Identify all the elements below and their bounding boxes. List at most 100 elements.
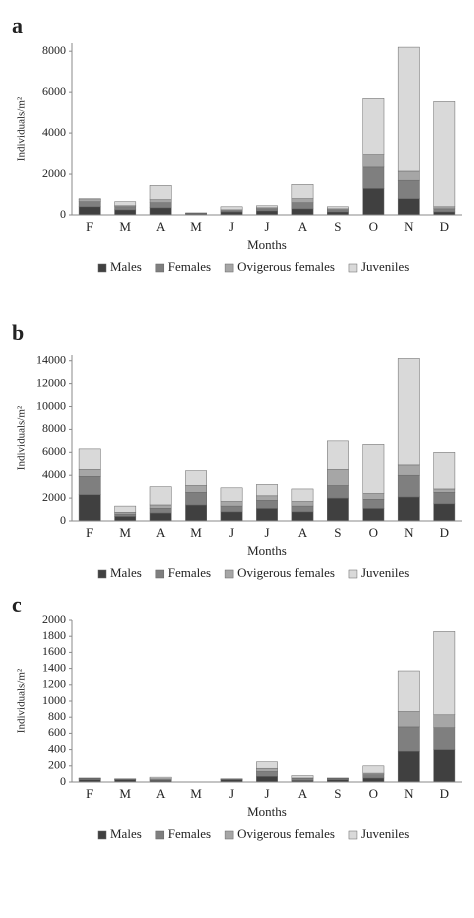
bar-segment [327, 469, 349, 486]
y-tick-label: 200 [48, 758, 66, 772]
bar-segment [433, 452, 456, 490]
legend-label: Females [168, 826, 211, 841]
bar-segment [291, 198, 314, 203]
y-tick-label: 600 [48, 725, 66, 739]
bar-segment [78, 469, 101, 477]
x-tick-label: S [334, 786, 341, 801]
bar-segment [433, 727, 456, 750]
bar-segment [433, 492, 456, 505]
legend-label: Ovigerous females [237, 826, 335, 841]
y-tick-label: 1000 [42, 693, 66, 707]
legend-swatch [97, 263, 107, 273]
bar-segment [397, 670, 420, 712]
bar-segment [78, 476, 101, 495]
y-tick-label: 0 [60, 774, 66, 788]
x-axis-label: Months [247, 237, 287, 252]
x-tick-label: A [298, 219, 308, 234]
x-tick-label: M [190, 525, 202, 540]
x-tick-label: A [298, 525, 308, 540]
bar-segment [291, 208, 314, 216]
bar-segment [78, 199, 101, 202]
legend-label: Juveniles [361, 259, 409, 274]
bar-segment [78, 201, 101, 208]
y-tick-label: 4000 [42, 467, 66, 481]
legend-swatch [224, 569, 234, 579]
x-tick-label: N [404, 786, 414, 801]
legend-label: Males [110, 259, 142, 274]
y-tick-label: 2000 [42, 612, 66, 626]
bar-segment [149, 508, 172, 514]
y-axis-label: Individuals/m² [16, 668, 28, 733]
legend-swatch [97, 830, 107, 840]
x-tick-label: S [334, 219, 341, 234]
legend-swatch [155, 569, 165, 579]
bar-segment [362, 98, 385, 155]
bar-segment [291, 505, 314, 513]
bar-segment [362, 508, 385, 522]
legend-label: Females [168, 565, 211, 580]
legend-swatch [97, 569, 107, 579]
bar-segment [149, 504, 172, 509]
x-tick-label: J [264, 786, 269, 801]
bar-segment [256, 767, 278, 772]
bar-segment [362, 188, 385, 216]
bar-segment [220, 511, 243, 522]
legend-swatch [224, 263, 234, 273]
x-tick-label: J [264, 525, 269, 540]
bar-segment [114, 209, 137, 216]
y-tick-label: 800 [48, 709, 66, 723]
bar-segment [114, 206, 137, 211]
x-tick-label: D [440, 525, 449, 540]
bar-segment [433, 631, 456, 716]
bar-segment [78, 494, 101, 522]
x-tick-label: A [156, 219, 166, 234]
x-tick-label: A [156, 525, 166, 540]
bar-segment [397, 46, 420, 172]
bar-segment [433, 503, 456, 522]
bar-segment [291, 184, 314, 199]
y-tick-label: 2000 [42, 490, 66, 504]
legend-label: Ovigerous females [237, 259, 335, 274]
y-tick-label: 0 [60, 207, 66, 221]
bar-segment [185, 470, 207, 486]
bar-segment [149, 185, 172, 200]
y-tick-label: 8000 [42, 421, 66, 435]
legend-label: Ovigerous females [237, 565, 335, 580]
bar-segment [291, 488, 314, 502]
bar-segment [362, 498, 385, 509]
bar-segment [397, 358, 420, 466]
bar-segment [433, 488, 456, 493]
legend-swatch [155, 263, 165, 273]
bar-segment [149, 199, 172, 203]
bar-segment [433, 749, 456, 783]
bar-segment [397, 464, 420, 476]
bar-segment [256, 761, 278, 769]
bar-segment [433, 714, 456, 728]
x-tick-label: J [229, 219, 234, 234]
legend-label: Juveniles [361, 565, 409, 580]
y-tick-label: 1200 [42, 677, 66, 691]
bar-segment [327, 206, 349, 210]
y-tick-label: 6000 [42, 84, 66, 98]
x-tick-label: N [404, 525, 414, 540]
y-axis-label: Individuals/m² [16, 96, 28, 161]
y-tick-label: 8000 [42, 43, 66, 57]
y-axis-label: Individuals/m² [16, 405, 28, 470]
y-tick-label: 1400 [42, 660, 66, 674]
x-tick-label: O [369, 786, 378, 801]
x-axis-label: Months [247, 804, 287, 819]
bar-segment [185, 492, 207, 506]
x-tick-label: J [229, 786, 234, 801]
x-tick-label: N [404, 219, 414, 234]
bar-segment [256, 495, 278, 501]
y-tick-label: 1600 [42, 644, 66, 658]
legend-label: Juveniles [361, 826, 409, 841]
bar-segment [327, 485, 349, 499]
y-tick-label: 14000 [36, 352, 66, 366]
x-tick-label: M [119, 219, 131, 234]
legend-swatch [348, 569, 358, 579]
x-tick-label: D [440, 786, 449, 801]
y-tick-label: 400 [48, 741, 66, 755]
bar-segment [78, 448, 101, 470]
